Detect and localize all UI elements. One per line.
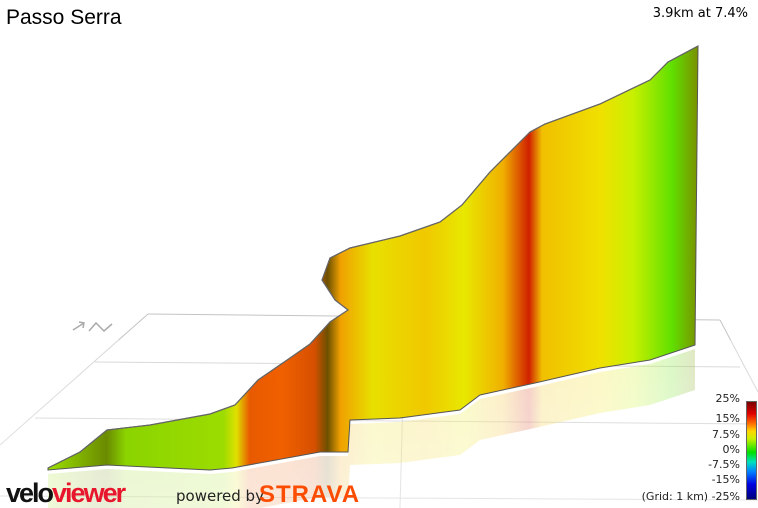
north-arrow-icon: [72, 321, 113, 333]
colorbar-tick: (Grid: 1 km) -25%: [642, 490, 740, 503]
strava-logo[interactable]: STRAVA: [259, 481, 361, 508]
profile-top-edge: [47, 45, 699, 469]
logo-viewer: viewer: [52, 478, 126, 508]
colorbar: [746, 401, 757, 500]
colorbar-tick: 0%: [722, 443, 740, 456]
colorbar-tick: 15%: [715, 412, 740, 425]
grid-scale-label: (Grid: 1 km): [641, 490, 709, 503]
colorbar-tick: -15%: [711, 473, 740, 486]
colorbar-tick: 25%: [715, 392, 740, 405]
colorbar-tick: 7.5%: [712, 428, 740, 441]
colorbar-tick-min: -25%: [711, 490, 740, 503]
colorbar-tick: -7.5%: [708, 458, 740, 471]
logo-velo: velo: [6, 478, 54, 508]
powered-by-label: powered by: [176, 487, 264, 505]
chart-title: Passo Serra: [6, 6, 122, 29]
climb-summary: 3.9km at 7.4%: [652, 6, 748, 21]
veloviewer-logo[interactable]: veloviewer: [6, 478, 126, 508]
